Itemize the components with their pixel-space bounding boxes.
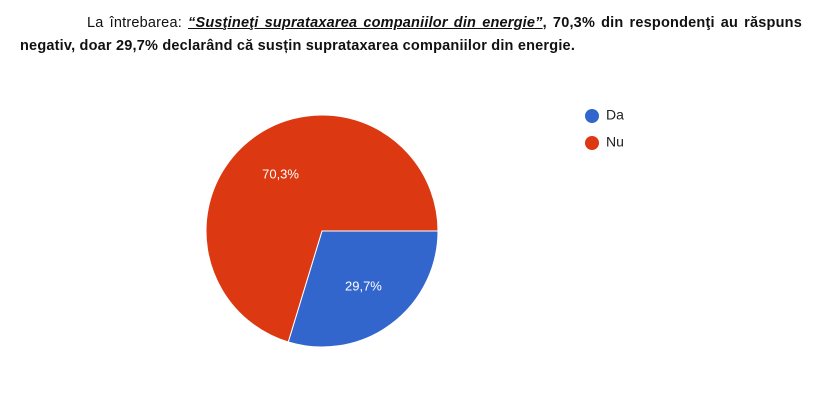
slice-label: 70,3% (262, 167, 299, 182)
intro: La întrebarea: (87, 15, 189, 31)
legend-label: Da (606, 107, 624, 123)
legend-swatch (585, 136, 599, 150)
slice-label: 29,7% (345, 278, 382, 293)
legend-swatch (585, 109, 599, 123)
pie-slice (205, 114, 439, 343)
statement: , 70,3% din respondenţi au răspuns negat… (20, 15, 802, 54)
pie-slice (287, 230, 439, 348)
quote: “Susţineţi suprataxarea companiilor din … (188, 15, 543, 31)
paragraph: La întrebarea: “Susţineţi suprataxarea c… (20, 12, 802, 58)
legend-label: Nu (606, 134, 624, 150)
